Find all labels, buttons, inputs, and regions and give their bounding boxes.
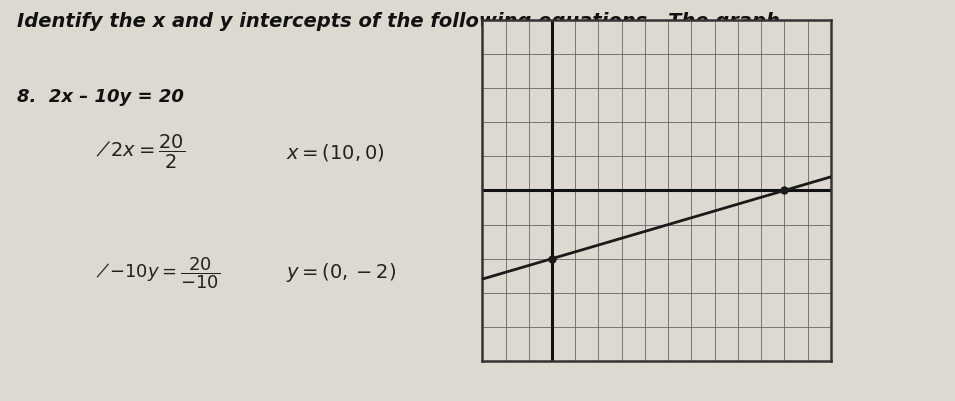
Text: $y=(0,-2)$: $y=(0,-2)$ xyxy=(286,261,396,284)
Text: Identify the x and y intercepts of the following equations.  The graph: Identify the x and y intercepts of the f… xyxy=(17,12,780,31)
Text: 8.  2x – 10y = 20: 8. 2x – 10y = 20 xyxy=(17,88,184,106)
Text: $x=(10,0)$: $x=(10,0)$ xyxy=(286,142,385,163)
Text: $\mathregular{\not{-10}}$$y=\dfrac{20}{\mathregular{-10}}$: $\mathregular{\not{-10}}$$y=\dfrac{20}{\… xyxy=(96,255,220,290)
Text: $\mathregular{\not{2}}$$x=\dfrac{20}{\mathregular{2}}$: $\mathregular{\not{2}}$$x=\dfrac{20}{\ma… xyxy=(96,134,184,171)
